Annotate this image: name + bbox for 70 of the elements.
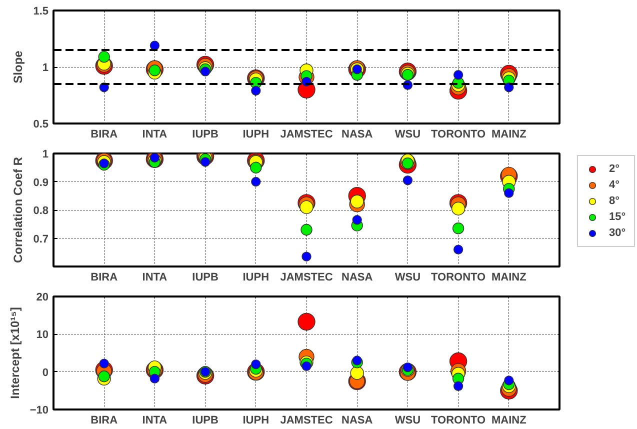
y-tick-label: 1.5: [33, 6, 49, 18]
point: [300, 224, 312, 236]
y-tick-label: 0.7: [33, 233, 49, 246]
x-tick-label: INTA: [142, 414, 168, 426]
point: [402, 175, 413, 186]
point: [251, 86, 261, 96]
x-tick-label: IUPB: [192, 128, 218, 140]
y-tick-label: 0.5: [33, 118, 49, 130]
point: [350, 366, 364, 380]
point: [98, 50, 110, 63]
x-tick-label: TORONTO: [431, 414, 486, 426]
y-tick-label: 0.8: [33, 205, 49, 217]
point: [302, 252, 312, 262]
point: [504, 82, 514, 92]
x-tick-label: MAINZ: [491, 272, 527, 284]
legend-label: 4°: [609, 179, 621, 191]
point: [453, 381, 464, 391]
point: [504, 188, 514, 198]
x-tick-label: MAINZ: [491, 414, 527, 426]
x-tick-label: IUPB: [192, 414, 218, 426]
y-tick-label: −10: [30, 404, 49, 416]
x-tick-label: WSU: [394, 414, 421, 426]
legend-label: 30°: [609, 227, 627, 239]
y-axis-title: Correlation Coef R: [11, 156, 26, 264]
x-tick-label: IUPH: [242, 272, 270, 284]
point: [250, 162, 262, 174]
x-tick-label: BIRA: [90, 128, 118, 140]
y-tick-label: 10: [36, 329, 49, 342]
x-tick-label: JAMSTEC: [280, 128, 333, 140]
x-tick-label: NASA: [342, 272, 373, 284]
x-tick-label: BIRA: [90, 272, 118, 284]
point: [352, 356, 362, 366]
x-tick-label: NASA: [342, 128, 373, 140]
x-tick-label: JAMSTEC: [280, 272, 333, 284]
point: [452, 222, 464, 234]
y-tick-label: 0.9: [33, 176, 49, 189]
x-tick-label: IUPB: [192, 272, 218, 284]
point: [150, 40, 160, 50]
y-tick-label: 1: [42, 148, 49, 160]
x-tick-label: WSU: [394, 272, 421, 284]
x-tick-label: IUPH: [242, 128, 270, 140]
x-tick-label: NASA: [342, 414, 373, 426]
point: [453, 70, 464, 80]
x-tick-label: JAMSTEC: [280, 414, 333, 426]
x-tick-label: IUPH: [242, 414, 270, 426]
point: [298, 312, 316, 331]
legend-label: 8°: [609, 195, 621, 207]
point: [99, 358, 109, 368]
point: [504, 376, 514, 386]
x-tick-label: WSU: [394, 128, 421, 140]
point: [251, 359, 261, 370]
y-tick-label: 20: [36, 292, 49, 304]
point: [98, 370, 110, 382]
y-tick-label: 1: [42, 62, 49, 74]
legend-label: 2°: [609, 163, 621, 175]
point: [350, 194, 364, 208]
point: [150, 374, 160, 384]
x-tick-label: INTA: [142, 272, 168, 284]
x-tick-label: BIRA: [90, 414, 118, 426]
x-tick-label: TORONTO: [431, 272, 486, 284]
x-tick-label: MAINZ: [491, 128, 527, 140]
y-axis-title: Intercept [x10¹⁵]: [8, 307, 22, 399]
point: [453, 244, 464, 254]
x-tick-label: TORONTO: [431, 128, 486, 140]
legend-label: 15°: [609, 211, 627, 223]
point: [251, 176, 261, 187]
x-tick-label: INTA: [142, 128, 168, 140]
y-axis-title: Slope: [11, 50, 26, 84]
point: [352, 215, 362, 225]
y-tick-label: 0: [42, 366, 49, 379]
